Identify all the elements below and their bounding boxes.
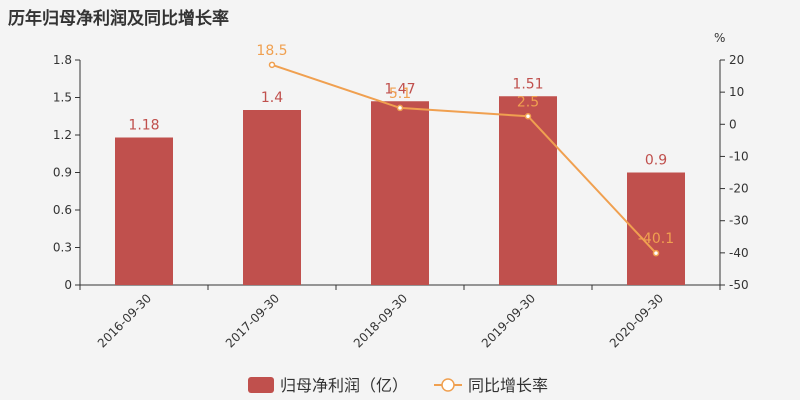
x-tick-label: 2016-09-30 — [95, 291, 154, 350]
y-right-tick-label: 0 — [729, 117, 737, 131]
legend-line-label: 同比增长率 — [468, 376, 548, 395]
line-series — [268, 61, 660, 257]
bar — [243, 110, 301, 285]
y-left-tick-label: 0.9 — [53, 166, 72, 180]
bar — [115, 137, 173, 285]
y-right-tick-label: -20 — [729, 182, 749, 196]
bar-series — [115, 96, 685, 285]
x-tick-label: 2020-09-30 — [607, 291, 666, 350]
data-labels: 1.18 1.4 1.47 1.51 0.9 18.5 5.1 2.5 -40.1 — [128, 43, 674, 247]
x-tick-label: 2017-09-30 — [223, 291, 282, 350]
growth-line — [271, 63, 657, 254]
y-left-tick-label: 1.8 — [53, 53, 72, 67]
y-right-tick-label: 20 — [729, 53, 744, 67]
y-left-tick-label: 1.2 — [53, 128, 72, 142]
x-tick-label: 2019-09-30 — [479, 291, 538, 350]
bar-value-label: 1.47 — [384, 81, 415, 97]
y-left-tick-label: 1.5 — [53, 91, 72, 105]
legend-line-marker — [441, 378, 455, 392]
chart-title: 历年归母净利润及同比增长率 — [8, 9, 229, 29]
legend-bar-label: 归母净利润（亿） — [280, 376, 408, 395]
bar-value-label: 1.51 — [512, 76, 543, 92]
line-value-label: 2.5 — [517, 94, 539, 110]
bar — [627, 172, 685, 285]
bar-value-label: 0.9 — [645, 153, 667, 169]
legend-bar-swatch — [248, 377, 274, 393]
bar — [499, 96, 557, 285]
y-right-tick-label: -10 — [729, 149, 749, 163]
y-left-tick-label: 0.3 — [53, 241, 72, 255]
legend: 归母净利润（亿） 同比增长率 — [248, 376, 548, 395]
line-point — [524, 113, 532, 120]
bar-value-label: 1.4 — [261, 90, 283, 106]
y-right-unit: % — [714, 31, 725, 45]
line-value-label: -40.1 — [638, 231, 674, 247]
line-value-label: 18.5 — [256, 43, 287, 59]
y-left-tick-label: 0 — [64, 278, 72, 292]
x-tick-label: 2018-09-30 — [351, 291, 410, 350]
y-right-tick-label: -50 — [729, 278, 749, 292]
y-right-tick-label: -30 — [729, 214, 749, 228]
bar-value-label: 1.18 — [128, 118, 159, 134]
line-point — [652, 249, 660, 257]
bar — [371, 101, 429, 285]
y-left-tick-label: 0.6 — [53, 203, 72, 217]
y-right-tick-label: -40 — [729, 246, 749, 260]
line-point — [396, 104, 404, 112]
line-value-label: 5.1 — [389, 86, 411, 102]
line-point — [268, 61, 276, 69]
y-right-tick-label: 10 — [729, 85, 744, 99]
